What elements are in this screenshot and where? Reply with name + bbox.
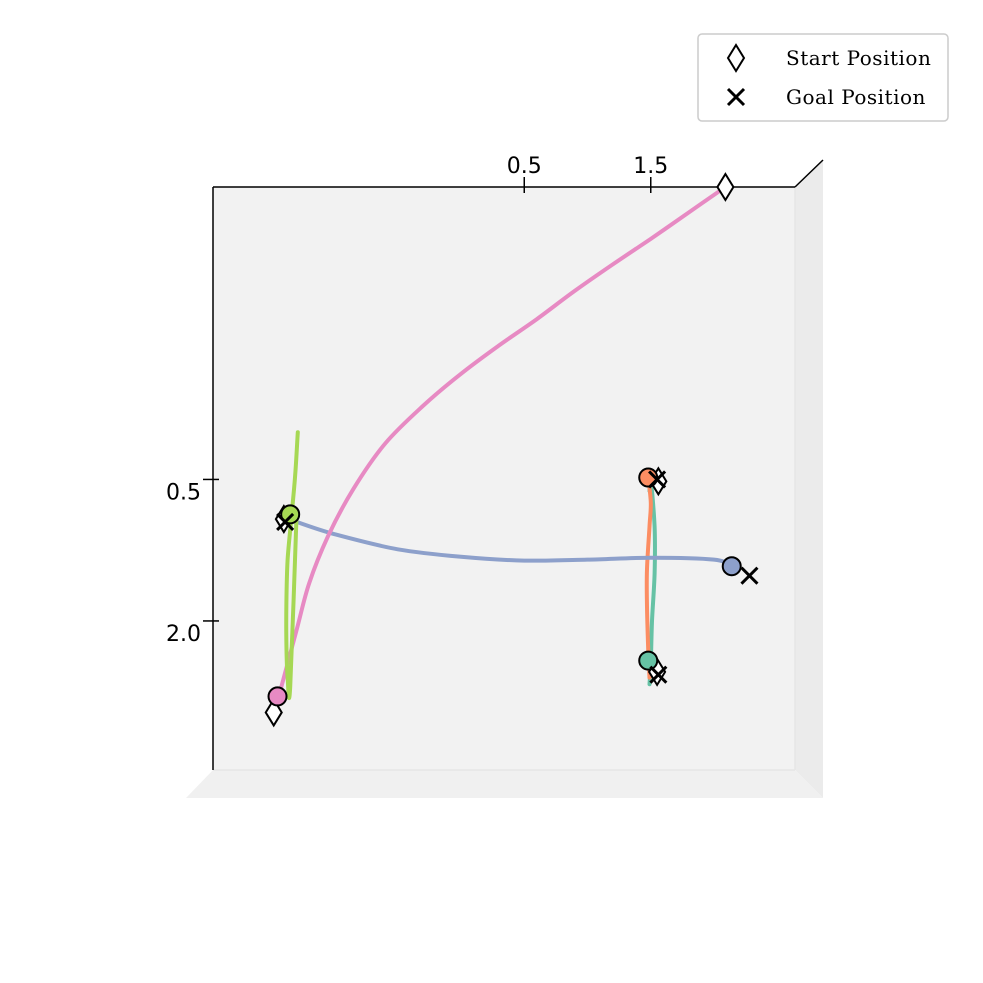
current-position-marker xyxy=(638,650,659,671)
pane-right xyxy=(795,160,823,798)
trajectory-line xyxy=(294,519,734,569)
legend-label: Start Position xyxy=(786,46,931,70)
goal-marker xyxy=(648,470,667,489)
axis-ticks: 0.5 1.5 0.5 2.0 xyxy=(166,154,668,647)
legend-box xyxy=(697,33,949,122)
pane-bottom xyxy=(186,770,823,798)
current-position-marker xyxy=(721,556,742,577)
legend: Start Position Goal Position xyxy=(697,33,949,122)
current-position-marker xyxy=(280,504,301,525)
current-position-marker xyxy=(267,686,288,707)
trajectory-line xyxy=(284,430,300,700)
legend-diamond-icon xyxy=(726,43,746,73)
pane-back xyxy=(213,187,795,770)
start-marker xyxy=(716,172,735,202)
legend-label: Goal Position xyxy=(786,85,926,109)
trajectory-line xyxy=(276,185,728,699)
trajectory-line xyxy=(644,475,653,680)
goal-marker xyxy=(740,566,759,585)
x-axis-line-ext xyxy=(794,159,824,188)
x-tick-label: 0.5 xyxy=(507,154,542,179)
x-tick-label: 1.5 xyxy=(633,154,668,179)
series-markers xyxy=(264,172,759,728)
legend-x-icon xyxy=(726,87,746,107)
goal-marker xyxy=(649,665,668,684)
y-tick-label: 2.0 xyxy=(166,622,201,647)
y-tick-label: 0.5 xyxy=(166,480,201,505)
goal-marker xyxy=(276,512,295,531)
